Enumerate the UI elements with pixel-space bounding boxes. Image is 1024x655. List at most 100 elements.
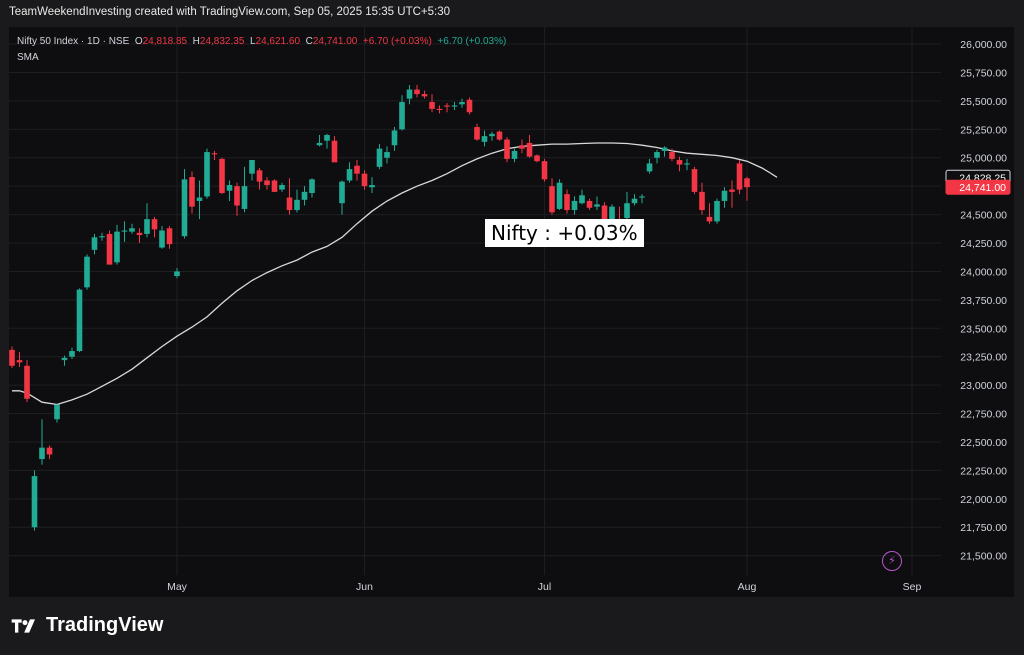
- candle[interactable]: [564, 189, 570, 214]
- candle[interactable]: [699, 182, 705, 215]
- candle[interactable]: [24, 360, 30, 403]
- candle[interactable]: [279, 182, 285, 192]
- candle[interactable]: [226, 180, 233, 201]
- candle[interactable]: [526, 135, 533, 158]
- candle[interactable]: [376, 144, 383, 170]
- candle[interactable]: [504, 137, 510, 163]
- candle[interactable]: [91, 233, 98, 255]
- candle[interactable]: [721, 187, 728, 208]
- candle[interactable]: [384, 146, 390, 164]
- candle[interactable]: [534, 154, 540, 163]
- candle[interactable]: [744, 176, 750, 201]
- candle[interactable]: [211, 150, 218, 161]
- candle[interactable]: [69, 347, 75, 359]
- candle[interactable]: [676, 156, 683, 172]
- candle[interactable]: [219, 157, 225, 195]
- candle[interactable]: [519, 139, 525, 154]
- candle[interactable]: [294, 189, 300, 213]
- candle[interactable]: [436, 105, 443, 114]
- candle[interactable]: [496, 130, 503, 141]
- candle[interactable]: [331, 136, 338, 163]
- candle[interactable]: [511, 148, 518, 163]
- bolt-icon[interactable]: ⚡: [882, 551, 902, 571]
- candle[interactable]: [129, 223, 135, 234]
- candle[interactable]: [594, 196, 600, 211]
- candle[interactable]: [669, 148, 675, 162]
- candle[interactable]: [316, 135, 323, 147]
- candle[interactable]: [151, 216, 158, 238]
- candle[interactable]: [61, 355, 68, 366]
- candle[interactable]: [249, 160, 255, 181]
- candle[interactable]: [361, 170, 368, 190]
- candle[interactable]: [264, 177, 270, 190]
- candle[interactable]: [624, 191, 630, 221]
- candle[interactable]: [271, 179, 278, 192]
- candle[interactable]: [414, 84, 420, 98]
- candle[interactable]: [234, 182, 240, 216]
- candle[interactable]: [451, 102, 458, 110]
- candle[interactable]: [631, 194, 638, 206]
- candle[interactable]: [444, 103, 450, 113]
- candle[interactable]: [646, 158, 653, 174]
- candle[interactable]: [369, 177, 375, 193]
- candle[interactable]: [189, 171, 195, 214]
- candle[interactable]: [421, 90, 428, 99]
- candle[interactable]: [391, 127, 398, 151]
- candle[interactable]: [166, 225, 173, 249]
- candle[interactable]: [571, 196, 578, 215]
- candle[interactable]: [429, 94, 435, 113]
- candle[interactable]: [181, 169, 188, 239]
- candle[interactable]: [489, 131, 495, 141]
- candle[interactable]: [54, 404, 60, 423]
- candle[interactable]: [714, 198, 720, 224]
- candle[interactable]: [39, 419, 45, 465]
- candle[interactable]: [654, 149, 660, 164]
- candle[interactable]: [84, 254, 90, 290]
- candle[interactable]: [136, 228, 143, 244]
- candle[interactable]: [196, 180, 203, 220]
- candle[interactable]: [144, 203, 150, 238]
- candle[interactable]: [586, 198, 593, 211]
- candle[interactable]: [474, 123, 480, 141]
- candle[interactable]: [241, 166, 248, 213]
- candle[interactable]: [459, 98, 465, 108]
- price-axis[interactable]: [941, 27, 1014, 597]
- candle[interactable]: [541, 158, 548, 182]
- candle[interactable]: [639, 194, 645, 204]
- candle[interactable]: [256, 167, 263, 190]
- candle[interactable]: [556, 179, 563, 211]
- candle[interactable]: [114, 224, 120, 265]
- candle[interactable]: [736, 160, 743, 195]
- candle[interactable]: [324, 133, 330, 149]
- candle[interactable]: [684, 158, 690, 171]
- candle[interactable]: [106, 230, 113, 265]
- candle[interactable]: [99, 232, 105, 241]
- candle[interactable]: [706, 203, 713, 224]
- candle[interactable]: [174, 268, 180, 279]
- candle[interactable]: [301, 186, 308, 206]
- candle[interactable]: [691, 166, 698, 195]
- plot-area[interactable]: [9, 27, 941, 597]
- candle[interactable]: [661, 146, 668, 157]
- candle[interactable]: [549, 178, 555, 215]
- candle[interactable]: [481, 130, 488, 147]
- candle[interactable]: [16, 352, 23, 367]
- candle[interactable]: [399, 95, 405, 131]
- candle[interactable]: [339, 180, 345, 215]
- candle[interactable]: [466, 97, 473, 115]
- candle[interactable]: [346, 162, 353, 183]
- candle[interactable]: [159, 225, 165, 249]
- candle[interactable]: [729, 180, 735, 208]
- candle[interactable]: [309, 178, 315, 198]
- candle[interactable]: [579, 189, 585, 205]
- candle[interactable]: [76, 288, 83, 353]
- candle[interactable]: [406, 84, 413, 105]
- candle[interactable]: [286, 178, 293, 215]
- candle[interactable]: [46, 445, 53, 460]
- candle[interactable]: [354, 160, 360, 181]
- candle[interactable]: [204, 148, 210, 199]
- candle[interactable]: [121, 221, 128, 242]
- candle[interactable]: [31, 470, 38, 531]
- candle[interactable]: [9, 346, 15, 369]
